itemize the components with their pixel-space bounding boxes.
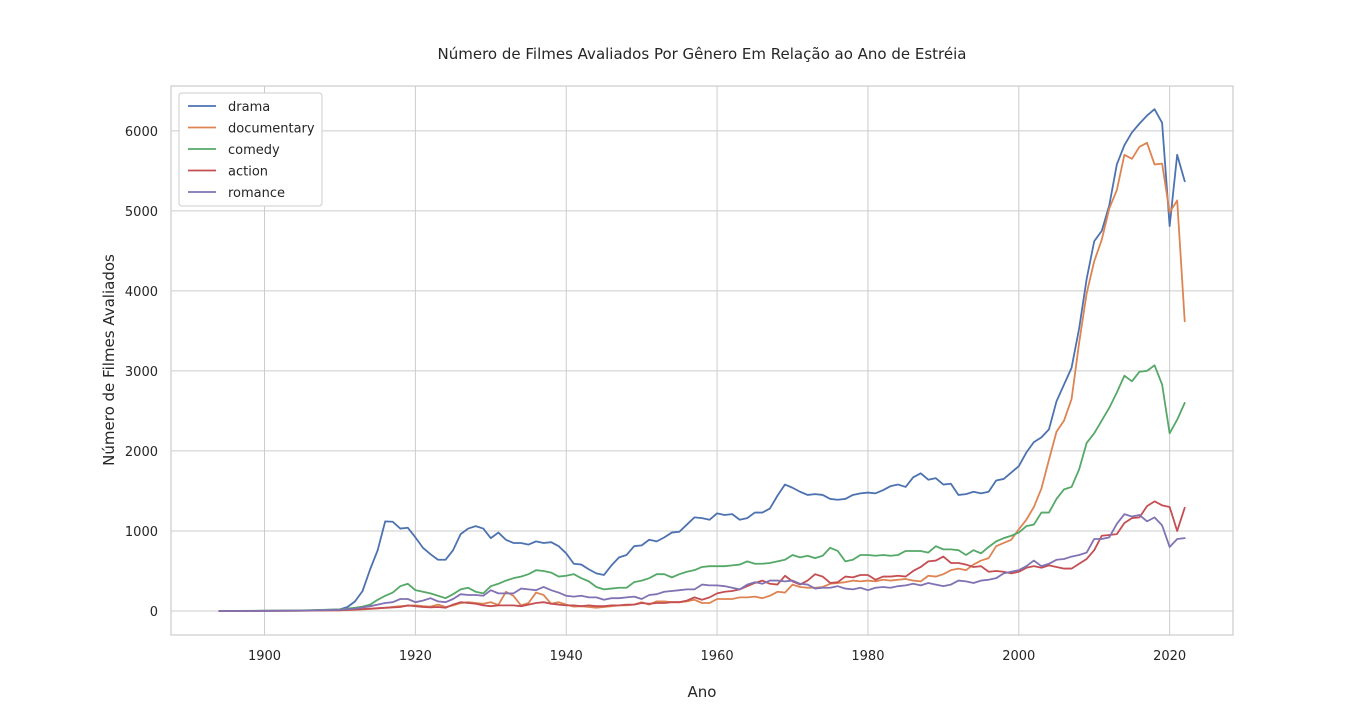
legend-box <box>178 92 323 207</box>
y-tick-label: 3000 <box>125 365 158 380</box>
y-axis-label: Número de Filmes Avaliados <box>100 254 118 466</box>
y-tick-labels: 0 1000 2000 3000 4000 5000 6000 <box>125 125 158 620</box>
y-tick-label: 4000 <box>125 285 158 300</box>
y-tick-label: 1000 <box>125 525 158 540</box>
legend-label-drama: drama <box>228 100 270 115</box>
series-line-drama <box>218 108 1186 612</box>
x-tick-label: 1980 <box>851 649 884 664</box>
y-tick-label: 2000 <box>125 445 158 460</box>
legend-label-comedy: comedy <box>228 143 280 158</box>
series-lines <box>218 108 1186 612</box>
legend: drama documentary comedy action romance <box>178 92 323 207</box>
series-line-comedy <box>218 364 1186 612</box>
legend-label-romance: romance <box>228 186 285 201</box>
x-axis-label: Ano <box>688 683 717 701</box>
y-tick-label: 0 <box>150 605 158 620</box>
y-tick-label: 6000 <box>125 125 158 140</box>
chart-title: Número de Filmes Avaliados Por Gênero Em… <box>438 45 967 63</box>
legend-label-documentary: documentary <box>228 122 315 137</box>
series-line-romance <box>218 513 1186 612</box>
x-tick-label: 2000 <box>1002 649 1035 664</box>
plot-area <box>170 85 1234 636</box>
x-gridlines <box>264 86 1171 635</box>
y-gridlines <box>171 130 1233 612</box>
x-tick-label: 1940 <box>550 649 583 664</box>
y-tick-label: 5000 <box>125 205 158 220</box>
x-tick-labels: 1900 1920 1940 1960 1980 2000 2020 <box>248 649 1186 664</box>
x-tick-label: 1920 <box>399 649 432 664</box>
series-line-documentary <box>218 141 1186 612</box>
x-tick-label: 2020 <box>1153 649 1186 664</box>
legend-label-action: action <box>228 165 268 180</box>
x-tick-label: 1960 <box>701 649 734 664</box>
x-tick-label: 1900 <box>248 649 281 664</box>
